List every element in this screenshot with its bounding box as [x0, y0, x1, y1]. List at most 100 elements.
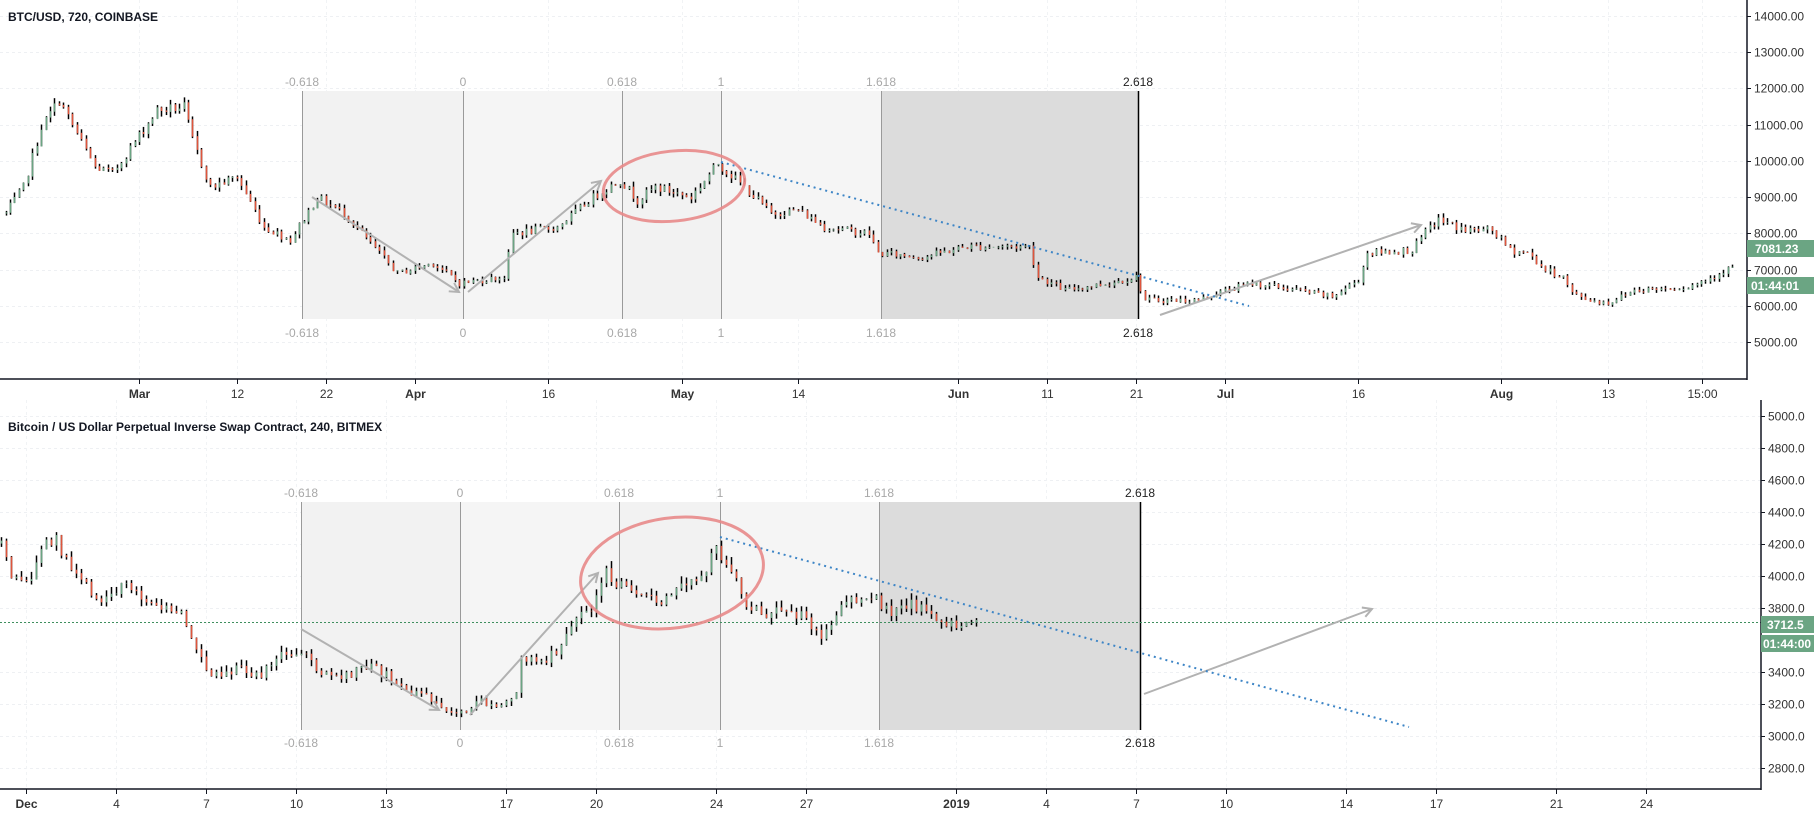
fib-label: 0.618 — [607, 326, 637, 340]
fib-label: 2.618 — [1123, 326, 1153, 340]
x-tick-label: 14 — [1340, 797, 1354, 811]
fib-label: 2.618 — [1125, 736, 1155, 750]
y-tick-label: 2800.0 — [1768, 762, 1805, 776]
y-tick-label: 4800.0 — [1768, 442, 1805, 456]
fib-label: 0 — [457, 486, 464, 500]
x-tick-label: 27 — [800, 797, 814, 811]
y-tick-label: 4200.0 — [1768, 538, 1805, 552]
arrow-down-drawing[interactable] — [300, 628, 439, 710]
bar-countdown-label: 01:44:00 — [1763, 637, 1811, 651]
y-tick-label: 9000.00 — [1754, 191, 1798, 205]
dotted-trendline[interactable] — [720, 161, 1250, 307]
x-tick-label: 10 — [290, 797, 304, 811]
x-tick-label: 17 — [1430, 797, 1444, 811]
fib-label: 0 — [460, 326, 467, 340]
arrow-up-drawing[interactable] — [1143, 609, 1372, 695]
x-tick-label: Jun — [948, 387, 969, 401]
x-tick-label: Aug — [1490, 387, 1513, 401]
x-tick-label: 13 — [1602, 387, 1616, 401]
bar-countdown-label: 01:44:01 — [1751, 279, 1799, 293]
x-tick-label: May — [671, 387, 695, 401]
drawings-bottom[interactable] — [300, 506, 1410, 728]
circle-drawing[interactable] — [573, 506, 771, 641]
x-tick-label: Mar — [129, 387, 151, 401]
x-tick-label: 21 — [1130, 387, 1144, 401]
countdown-bg — [1747, 277, 1814, 294]
x-tick-label: 21 — [1550, 797, 1564, 811]
fib-time-zone-top[interactable]: -0.618 0 0.618 1 1.618 2.618 -0.618 0 0.… — [285, 75, 1153, 340]
circle-drawing[interactable] — [600, 144, 749, 228]
y-tick-label: 6000.00 — [1754, 300, 1798, 314]
x-tick-label: 11 — [1041, 387, 1054, 401]
last-price-tag-top: 7081.23 01:44:01 — [1747, 240, 1814, 294]
x-tick-label: Apr — [405, 387, 426, 401]
fib-label: 2.618 — [1123, 75, 1153, 89]
x-tick-label: 24 — [710, 797, 724, 811]
fib-label: -0.618 — [284, 736, 318, 750]
y-tick-label: 4000.0 — [1768, 570, 1805, 584]
symbol-title-bottom: Bitcoin / US Dollar Perpetual Inverse Sw… — [8, 420, 382, 434]
last-price-tag-bottom: 3712.5 01:44:00 — [1761, 616, 1814, 652]
y-tick-label: 5000.00 — [1754, 336, 1798, 350]
x-tick-label: 17 — [500, 797, 514, 811]
fib-time-zone-bottom[interactable]: -0.618 0 0.618 1 1.618 2.618 -0.618 0 0.… — [284, 486, 1155, 750]
x-tick-label: 15:00 — [1687, 387, 1717, 401]
y-tick-label: 14000.00 — [1754, 10, 1804, 24]
dotted-trendline[interactable] — [719, 536, 1410, 728]
x-tick-label: Jul — [1217, 387, 1234, 401]
fib-label: 0.618 — [604, 486, 634, 500]
arrow-up-drawing[interactable] — [469, 573, 598, 716]
y-tick-label: 8000.00 — [1754, 227, 1798, 241]
y-tick-label: 5000.0 — [1768, 410, 1805, 424]
fib-label: 1 — [718, 326, 725, 340]
axis-labels: 14000.0013000.0012000.0011000.0010000.00… — [15, 10, 1805, 812]
countdown-bg — [1761, 635, 1814, 652]
last-price-label: 7081.23 — [1755, 242, 1799, 256]
fib-label: 0 — [457, 736, 464, 750]
y-tick-label: 3200.0 — [1768, 698, 1805, 712]
x-tick-label: 13 — [380, 797, 394, 811]
axes — [0, 0, 1762, 790]
arrow-down-drawing[interactable] — [311, 196, 459, 292]
fib-label: 2.618 — [1125, 486, 1155, 500]
y-tick-label: 4600.0 — [1768, 474, 1805, 488]
fib-label: 1.618 — [866, 326, 896, 340]
y-tick-label: 3000.0 — [1768, 730, 1805, 744]
y-tick-label: 11000.00 — [1754, 119, 1803, 133]
drawings-top[interactable] — [311, 144, 1421, 316]
fib-label: 1 — [718, 75, 725, 89]
y-tick-label: 7000.00 — [1754, 264, 1798, 278]
x-tick-label: 7 — [1133, 797, 1140, 811]
x-tick-label: 20 — [590, 797, 604, 811]
x-tick-label: 16 — [542, 387, 556, 401]
arrow-up-drawing[interactable] — [1159, 225, 1421, 316]
arrow-up-drawing[interactable] — [467, 181, 601, 293]
x-tick-label: 2019 — [943, 797, 970, 811]
y-tick-label: 13000.00 — [1754, 46, 1804, 60]
x-tick-label: 24 — [1640, 797, 1654, 811]
y-tick-label: 3800.0 — [1768, 602, 1805, 616]
x-tick-label: 7 — [203, 797, 210, 811]
symbol-title-top: BTC/USD, 720, COINBASE — [8, 10, 158, 24]
fib-label: -0.618 — [285, 75, 319, 89]
x-tick-label: 4 — [1043, 797, 1050, 811]
fib-label: 1 — [717, 486, 724, 500]
last-price-label: 3712.5 — [1767, 618, 1804, 632]
x-tick-label: 4 — [113, 797, 120, 811]
fib-label: 1.618 — [864, 486, 894, 500]
fib-label: -0.618 — [284, 486, 318, 500]
x-tick-label: 22 — [320, 387, 334, 401]
x-tick-label: Dec — [15, 797, 37, 811]
fib-label: 1 — [717, 736, 724, 750]
x-tick-label: 14 — [792, 387, 806, 401]
fib-label: 0 — [460, 75, 467, 89]
fib-label: 1.618 — [866, 75, 896, 89]
fib-label: 0.618 — [604, 736, 634, 750]
y-tick-label: 12000.00 — [1754, 82, 1804, 96]
x-tick-label: 10 — [1220, 797, 1234, 811]
y-tick-label: 4400.0 — [1768, 506, 1805, 520]
x-tick-label: 12 — [231, 387, 245, 401]
price-tag-bg — [1747, 240, 1814, 257]
fib-label: 1.618 — [864, 736, 894, 750]
